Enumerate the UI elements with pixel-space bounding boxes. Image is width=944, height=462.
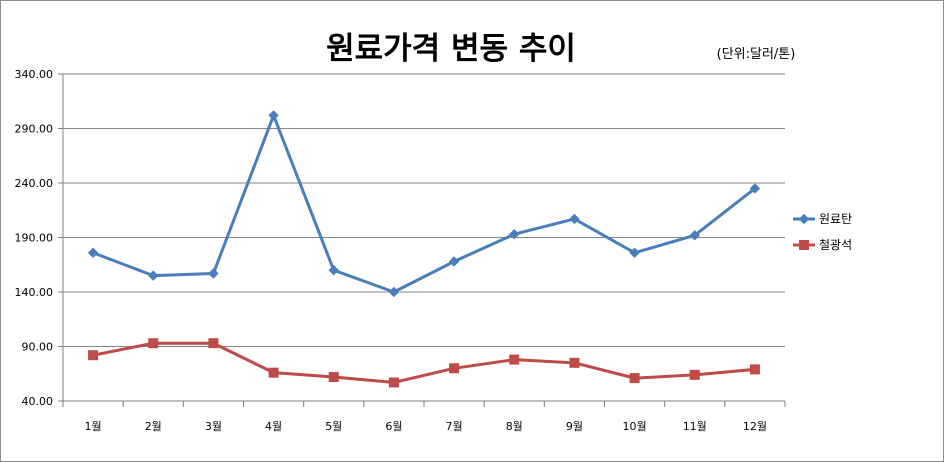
x-tick-label: 5월	[325, 420, 342, 433]
series-line-0	[92, 113, 756, 294]
y-axis-ticks: 40.00 90.00 140.00 190.00 240.00 290.00 340.00	[15, 68, 63, 408]
x-tick-label: 7월	[446, 420, 463, 433]
data-point-legend-0	[798, 213, 810, 225]
data-point-0-10	[689, 230, 700, 241]
chart-title: 원료가격 변동 추이	[326, 31, 576, 67]
data-point-0-4	[328, 264, 339, 276]
legend-item-1: 철광석	[793, 238, 852, 252]
x-tick-label: 2월	[145, 420, 162, 433]
x-tick-label: 10월	[623, 420, 647, 433]
x-axis-ticks: 1월 2월 3월 4월 5월 6월 7월 8월 9월 10월 11월 12월	[62, 401, 786, 433]
data-point-1-1	[148, 338, 159, 349]
x-tick-label: 6월	[385, 420, 402, 433]
series-1	[88, 338, 760, 388]
data-point-0-3	[268, 110, 279, 121]
data-point-1-2	[208, 338, 219, 349]
x-tick-label: 1월	[85, 420, 102, 433]
data-point-0-6	[448, 256, 460, 267]
series-lines	[87, 110, 761, 388]
data-point-0-5	[388, 286, 400, 298]
data-point-0-7	[509, 229, 520, 240]
y-tick-label: 240.00	[15, 177, 54, 190]
data-point-1-11	[749, 364, 760, 375]
data-point-1-0	[88, 350, 99, 361]
y-tick-label: 40.00	[22, 395, 54, 408]
gridlines	[63, 73, 785, 347]
legend-label: 원료탄	[819, 212, 852, 226]
data-point-legend-1	[799, 240, 809, 250]
y-tick-label: 340.00	[15, 68, 54, 81]
data-point-0-9	[629, 247, 640, 258]
x-tick-label: 9월	[566, 420, 583, 433]
data-point-0-11	[749, 183, 761, 194]
series-0	[87, 110, 761, 298]
data-point-0-2	[208, 268, 219, 279]
data-point-1-8	[569, 357, 580, 368]
legend-label: 철광석	[819, 238, 852, 252]
y-tick-label: 90.00	[22, 341, 54, 354]
data-point-0-0	[87, 247, 99, 258]
data-point-1-5	[388, 377, 399, 388]
data-point-1-6	[449, 363, 460, 374]
data-point-0-1	[148, 270, 159, 281]
x-tick-label: 3월	[205, 420, 222, 433]
data-point-1-9	[629, 373, 640, 384]
data-point-0-8	[569, 213, 580, 225]
x-tick-label: 8월	[506, 420, 523, 433]
y-tick-label: 140.00	[15, 286, 54, 299]
series-line-1	[92, 341, 756, 384]
x-tick-label: 11월	[683, 420, 707, 433]
x-tick-label: 12월	[743, 420, 767, 433]
data-point-1-3	[268, 367, 279, 378]
y-tick-label: 290.00	[15, 123, 54, 136]
x-tick-label: 4월	[265, 420, 282, 433]
data-point-1-10	[689, 369, 700, 380]
data-point-1-4	[328, 372, 339, 383]
data-point-1-7	[509, 354, 520, 365]
y-tick-label: 190.00	[15, 232, 54, 245]
unit-label: (단위:달러/톤)	[717, 47, 796, 62]
legend-item-0: 원료탄	[793, 212, 852, 226]
